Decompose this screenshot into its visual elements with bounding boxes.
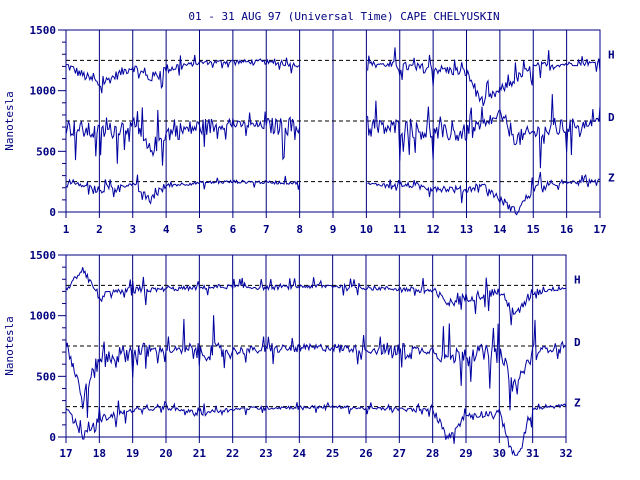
x-tick-label: 8: [296, 223, 303, 236]
x-tick-label: 18: [93, 447, 106, 460]
x-tick-label: 30: [493, 447, 506, 460]
x-tick-label: 2: [96, 223, 103, 236]
series-label-D: D: [608, 111, 615, 124]
x-tick-label: 3: [129, 223, 136, 236]
panel-top: 1 2 3 4 5 6 7 8 9 10 11 12 13 14 15 16 17050010001500Nan…: [3, 24, 615, 236]
series-label-D: D: [574, 336, 581, 349]
x-tick-label: 22: [226, 447, 239, 460]
trace-Z: [65, 171, 601, 216]
x-tick-label: 23: [259, 447, 272, 460]
x-tick-label: 11: [393, 223, 407, 236]
x-tick-label: 25: [326, 447, 339, 460]
y-tick-label: 0: [49, 431, 56, 444]
x-tick-label: 14: [493, 223, 507, 236]
x-tick-label: 10: [360, 223, 373, 236]
y-axis-title: Nanotesla: [3, 91, 16, 151]
x-tick-label: 1: [63, 223, 70, 236]
series-label-H: H: [574, 273, 581, 286]
x-tick-label: 7: [263, 223, 270, 236]
y-tick-label: 500: [36, 370, 56, 383]
x-tick-label: 4: [163, 223, 170, 236]
y-axis-title: Nanotesla: [3, 316, 16, 376]
x-tick-label: 13: [460, 223, 473, 236]
x-tick-label: 19: [126, 447, 139, 460]
x-tick-label: 17: [593, 223, 606, 236]
trace-D: [65, 315, 567, 418]
y-tick-label: 1500: [30, 249, 57, 262]
x-tick-label: 5: [196, 223, 203, 236]
series-label-Z: Z: [574, 397, 581, 410]
x-tick-label: 9: [330, 223, 337, 236]
x-tick-label: 21: [193, 447, 207, 460]
x-tick-label: 6: [230, 223, 237, 236]
x-tick-label: 28: [426, 447, 439, 460]
y-tick-label: 0: [49, 206, 56, 219]
y-tick-label: 1000: [30, 310, 57, 323]
series-label-Z: Z: [608, 172, 615, 185]
series-label-H: H: [608, 48, 615, 61]
x-tick-label: 16: [560, 223, 574, 236]
y-tick-label: 1000: [30, 85, 57, 98]
x-tick-label: 26: [359, 447, 373, 460]
x-tick-label: 31: [526, 447, 540, 460]
y-tick-label: 500: [36, 145, 56, 158]
x-tick-label: 15: [527, 223, 540, 236]
x-tick-label: 32: [559, 447, 572, 460]
x-tick-label: 12: [427, 223, 440, 236]
x-tick-label: 24: [293, 447, 307, 460]
trace-H: [65, 47, 601, 107]
x-tick-label: 20: [159, 447, 172, 460]
panel-bottom: 17 18 19 20 21 22 23 24 25 26 27 28 29 30 31 32 0 500 1000…: [3, 249, 581, 460]
trace-H: [65, 267, 566, 326]
x-tick-label: 17: [59, 447, 72, 460]
chart-title: 01 - 31 AUG 97 (Universal Time) CAPE CHE…: [188, 10, 499, 23]
x-tick-label: 29: [459, 447, 472, 460]
trace-Z: [65, 400, 567, 456]
trace-D: [65, 94, 601, 169]
x-tick-label: 27: [393, 447, 406, 460]
y-tick-label: 1500: [30, 24, 57, 37]
